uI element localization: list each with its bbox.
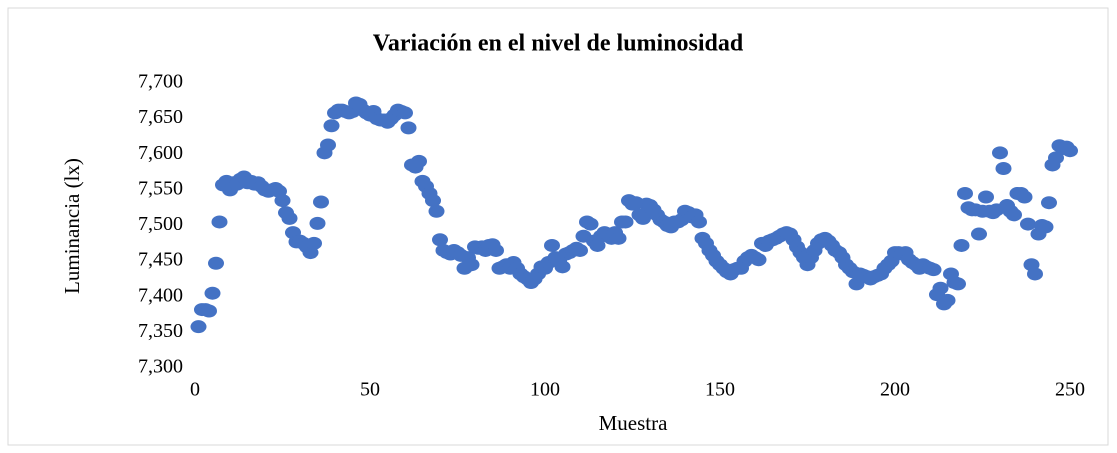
x-tick-label: 100 [530, 379, 560, 401]
data-point [425, 194, 441, 208]
data-point [313, 195, 329, 209]
data-point [208, 256, 224, 270]
y-tick-label: 7,650 [138, 106, 183, 128]
x-tick-label: 200 [880, 379, 910, 401]
data-point [957, 186, 973, 200]
chart-border [7, 7, 1109, 446]
data-point [582, 217, 599, 231]
y-tick-label: 7,700 [138, 71, 183, 93]
data-point [463, 258, 480, 272]
data-point [544, 238, 560, 252]
data-point [190, 320, 207, 334]
data-point [1037, 220, 1054, 234]
data-point [554, 260, 571, 274]
data-point [978, 190, 994, 204]
data-point [953, 238, 970, 252]
data-point [211, 215, 228, 229]
data-point [306, 236, 322, 250]
x-tick-label: 0 [190, 379, 200, 401]
data-point [950, 277, 966, 291]
data-point [400, 121, 417, 135]
data-point [939, 293, 956, 307]
data-point [635, 211, 651, 225]
data-point [992, 146, 1008, 160]
data-point [572, 243, 588, 257]
data-point [323, 119, 340, 133]
data-point [411, 154, 427, 168]
data-point [1027, 267, 1043, 281]
data-point [204, 286, 221, 300]
x-tick-label: 250 [1055, 379, 1085, 401]
data-point [428, 204, 445, 218]
x-axis-label: Muestra [599, 411, 668, 435]
y-tick-label: 7,550 [138, 177, 183, 199]
data-point [610, 231, 627, 245]
y-tick-label: 7,350 [138, 320, 183, 342]
data-point [309, 216, 326, 230]
data-point [1016, 190, 1033, 204]
data-point [1006, 208, 1022, 222]
data-point [925, 263, 942, 277]
data-point [201, 304, 217, 318]
x-tick-label: 50 [360, 379, 380, 401]
data-point [432, 233, 448, 247]
data-point [1020, 217, 1036, 231]
y-axis-label: Luminancia (lx) [60, 158, 84, 294]
data-point [995, 162, 1012, 175]
data-point [274, 194, 291, 208]
data-point [281, 211, 298, 225]
data-point [320, 138, 336, 152]
chart-title: Variación en el nivel de luminosidad [373, 31, 744, 57]
data-point [971, 227, 987, 241]
y-tick-label: 7,500 [138, 213, 183, 235]
data-point [691, 215, 707, 229]
data-point [1062, 144, 1078, 158]
data-point [488, 243, 504, 257]
data-point [750, 253, 767, 267]
data-point [617, 215, 634, 229]
y-tick-label: 7,400 [138, 284, 183, 306]
data-point [1041, 196, 1057, 210]
y-tick-label: 7,450 [138, 249, 183, 271]
data-point [397, 106, 413, 120]
x-tick-label: 150 [705, 379, 735, 401]
data-point [932, 281, 949, 295]
y-tick-label: 7,600 [138, 142, 183, 164]
y-tick-label: 7,300 [138, 356, 183, 378]
